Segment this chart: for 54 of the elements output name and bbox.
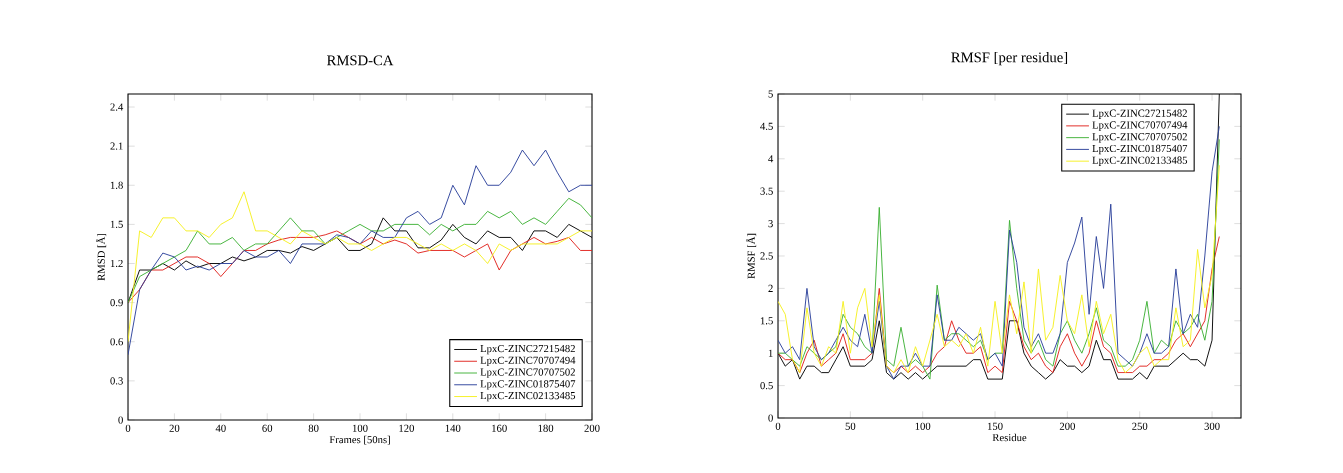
x-tick-label: 200 bbox=[1059, 422, 1075, 430]
legend-label: LpxC-ZINC70707494 bbox=[1092, 121, 1188, 131]
y-tick-label: 0 bbox=[768, 414, 773, 422]
x-tick-label: 80 bbox=[308, 424, 319, 432]
y-tick-label: 5 bbox=[768, 90, 773, 98]
y-tick-label: 1.8 bbox=[110, 181, 123, 189]
x-tick-label: 250 bbox=[1132, 422, 1148, 430]
y-tick-label: 0.6 bbox=[110, 338, 123, 346]
legend-label: LpxC-ZINC27215482 bbox=[1092, 109, 1187, 119]
x-tick-label: 140 bbox=[445, 424, 461, 432]
y-tick-label: 4.5 bbox=[760, 122, 773, 130]
y-tick-label: 2 bbox=[768, 284, 773, 292]
x-tick-label: 60 bbox=[262, 424, 273, 432]
x-tick-label: 50 bbox=[845, 422, 856, 430]
y-tick-label: 2.1 bbox=[110, 142, 123, 150]
y-axis-title: RMSD [Å] bbox=[95, 233, 107, 281]
x-tick-label: 0 bbox=[125, 424, 131, 432]
legend-label: LpxC-ZINC70707502 bbox=[480, 368, 575, 378]
y-tick-label: 0.9 bbox=[110, 299, 123, 307]
x-tick-label: 150 bbox=[987, 422, 1003, 430]
x-tick-label: 300 bbox=[1204, 422, 1220, 430]
y-tick-label: 1.2 bbox=[110, 259, 123, 268]
legend-label: LpxC-ZINC02133485 bbox=[1092, 156, 1188, 166]
legend-label: LpxC-ZINC27215482 bbox=[480, 344, 575, 355]
x-tick-label: 200 bbox=[584, 424, 600, 432]
y-tick-label: 1.5 bbox=[760, 317, 773, 325]
y-tick-label: 3.5 bbox=[760, 187, 773, 195]
y-tick-label: 0.5 bbox=[760, 381, 773, 390]
x-tick-label: 40 bbox=[215, 424, 226, 432]
y-tick-label: 0 bbox=[118, 416, 123, 424]
legend-label: LpxC-ZINC01875407 bbox=[1092, 144, 1188, 155]
y-tick-label: 3 bbox=[768, 220, 773, 228]
x-tick-label: 0 bbox=[775, 422, 781, 430]
legend-label: LpxC-ZINC01875407 bbox=[480, 380, 576, 390]
chart-title: RMSF [per residue] bbox=[951, 52, 1068, 66]
y-tick-label: 0.3 bbox=[110, 377, 123, 385]
legend-label: LpxC-ZINC70707502 bbox=[1092, 133, 1187, 143]
x-tick-label: 120 bbox=[399, 424, 415, 432]
chart-title: RMSD-CA bbox=[327, 55, 394, 66]
x-tick-label: 100 bbox=[352, 424, 368, 432]
x-tick-label: 100 bbox=[915, 422, 931, 430]
y-tick-label: 1 bbox=[768, 349, 773, 357]
x-tick-label: 160 bbox=[492, 424, 507, 432]
y-tick-label: 4 bbox=[768, 155, 774, 163]
y-tick-label: 2.5 bbox=[760, 252, 773, 260]
y-tick-label: 1.5 bbox=[110, 220, 123, 228]
legend-label: LpxC-ZINC70707494 bbox=[480, 356, 576, 367]
x-tick-label: 180 bbox=[538, 424, 554, 432]
y-axis-title: RMSF [Å] bbox=[745, 233, 757, 279]
x-axis-title: Frames [50ns] bbox=[329, 435, 390, 445]
x-axis-title: Residue bbox=[992, 433, 1027, 442]
x-tick-label: 20 bbox=[169, 424, 180, 432]
y-tick-label: 2.4 bbox=[110, 103, 124, 111]
legend-label: LpxC-ZINC02133485 bbox=[480, 391, 576, 402]
